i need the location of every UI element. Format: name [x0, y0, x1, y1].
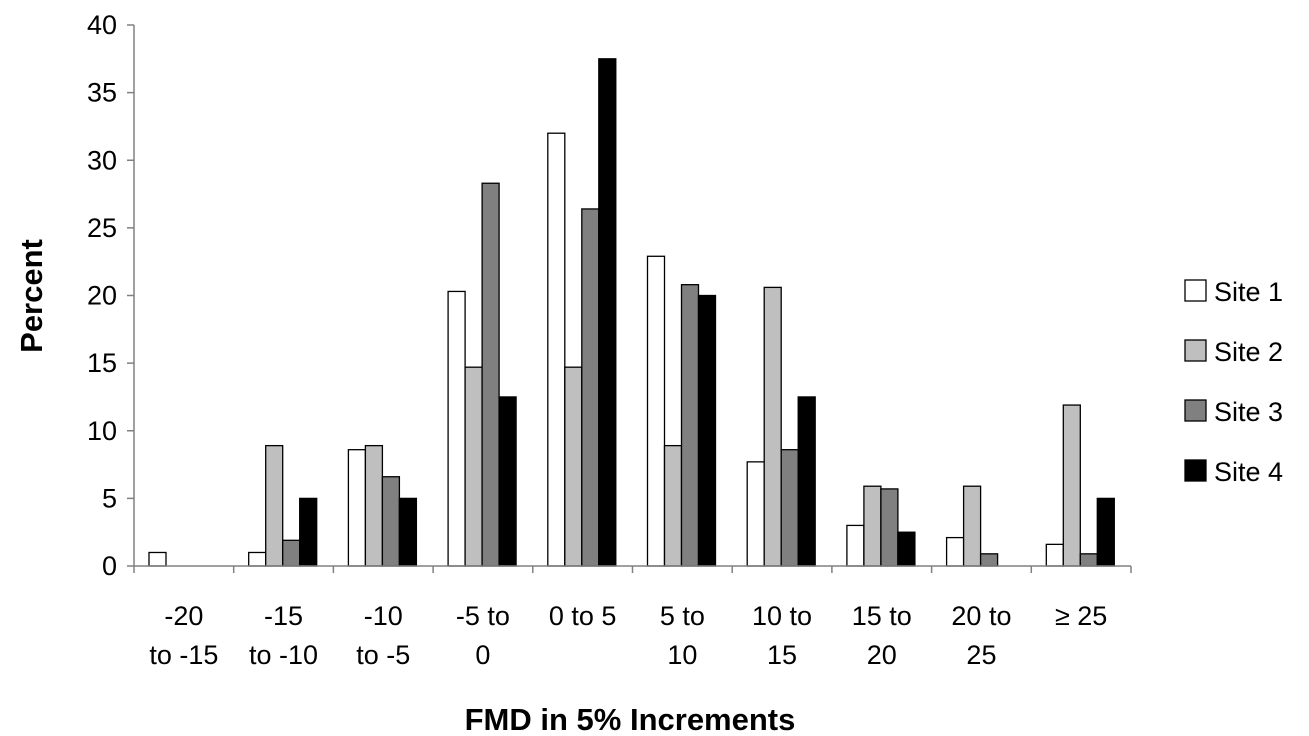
bar-site-3-9 — [1079, 553, 1098, 567]
legend-label: Site 4 — [1214, 457, 1283, 487]
y-tick-label: 40 — [87, 10, 117, 40]
bar-site-3-4 — [581, 208, 600, 567]
bar-site-1-7 — [846, 524, 865, 567]
bar-site-1-5 — [646, 255, 666, 567]
bar-site-4-9 — [1096, 497, 1115, 567]
y-tick-label: 20 — [87, 281, 117, 311]
x-tick-label: to -15 — [149, 640, 218, 670]
bar-site-2-1 — [265, 444, 284, 567]
x-tick-label: -15 — [264, 601, 303, 631]
bar-site-3-7 — [880, 488, 899, 567]
bar-site-2-4 — [564, 366, 583, 567]
legend-swatch — [1184, 459, 1207, 482]
bar-site-4-7 — [897, 531, 916, 567]
y-tick-label: 0 — [102, 551, 117, 581]
bar-site-3-1 — [282, 539, 301, 567]
x-tick-label: -10 — [364, 601, 403, 631]
x-tick-label: -20 — [164, 601, 203, 631]
bar-site-2-3 — [464, 366, 483, 567]
y-tick-label: 25 — [87, 213, 117, 243]
x-tick-label: 5 to — [660, 601, 705, 631]
legend-swatch — [1184, 399, 1207, 422]
x-tick-label: 0 — [475, 640, 490, 670]
bar-site-4-5 — [697, 294, 717, 567]
legend: Site 1 Site 2 Site 3 Site 4 — [1184, 277, 1283, 487]
bar-site-1-9 — [1045, 543, 1064, 567]
y-tick-label: 15 — [87, 348, 117, 378]
x-axis-title: FMD in 5% Increments — [465, 702, 796, 736]
bar-site-1-8 — [945, 536, 965, 567]
bar-site-3-2 — [381, 476, 401, 567]
bar-site-2-9 — [1062, 404, 1081, 567]
x-tick-label: 25 — [966, 640, 996, 670]
legend-swatch — [1184, 279, 1207, 302]
bar-site-1-0 — [148, 551, 167, 567]
legend-label: Site 1 — [1214, 277, 1283, 307]
bar-site-1-3 — [447, 290, 466, 567]
bar-site-1-1 — [248, 551, 267, 567]
bar-site-3-6 — [780, 449, 799, 567]
x-tick-labels: -20 to -15 -15 to -10 -10 to -5 -5 to 0 0 to 5 5 … — [149, 601, 1107, 670]
bars-group — [148, 58, 1115, 567]
bar-site-4-4 — [598, 58, 617, 567]
bar-site-3-8 — [979, 553, 999, 567]
x-tick-label: 20 — [867, 640, 897, 670]
bar-site-1-6 — [746, 461, 765, 567]
bar-site-4-6 — [797, 396, 816, 567]
bar-site-2-8 — [962, 485, 982, 567]
bar-site-2-5 — [663, 444, 683, 567]
x-tick-label: 0 to 5 — [549, 601, 617, 631]
x-tick-label: 15 to — [852, 601, 912, 631]
y-tick-label: 5 — [102, 483, 117, 513]
bar-site-1-2 — [347, 449, 367, 567]
x-tick-label: 10 — [667, 640, 697, 670]
axes-group — [127, 24, 1132, 573]
x-tick-label: -5 to — [456, 601, 510, 631]
bar-site-3-3 — [481, 182, 500, 567]
y-tick-label: 35 — [87, 78, 117, 108]
legend-label: Site 3 — [1214, 397, 1283, 427]
bar-site-4-2 — [398, 497, 418, 567]
bar-site-1-4 — [547, 132, 566, 567]
bar-site-2-7 — [863, 485, 882, 567]
x-tick-label: 15 — [767, 640, 797, 670]
bar-site-2-2 — [364, 444, 384, 567]
y-tick-label: 30 — [87, 145, 117, 175]
x-tick-label: to -10 — [249, 640, 318, 670]
y-axis-title: Percent — [14, 239, 49, 353]
y-tick-labels: 0 5 10 15 20 25 30 35 40 — [87, 10, 117, 581]
legend-label: Site 2 — [1214, 337, 1283, 367]
legend-swatch — [1184, 339, 1207, 362]
x-tick-label: 10 to — [752, 601, 812, 631]
bar-site-4-3 — [498, 396, 517, 567]
x-tick-label: 20 to — [951, 601, 1011, 631]
bar-site-3-5 — [680, 284, 700, 567]
x-tick-label: to -5 — [356, 640, 410, 670]
x-tick-label: ≥ 25 — [1055, 601, 1107, 631]
bar-site-4-1 — [299, 497, 318, 567]
bar-site-2-6 — [763, 286, 782, 567]
y-tick-label: 10 — [87, 416, 117, 446]
